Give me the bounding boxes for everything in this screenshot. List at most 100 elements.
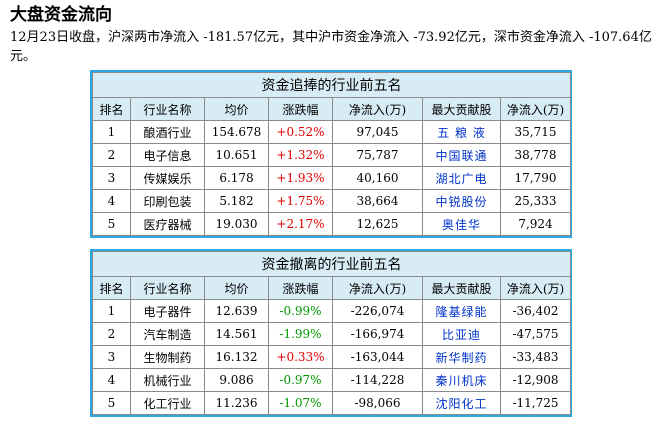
change-cell: +1.32% [268,143,333,167]
rank-cell: 2 [92,322,131,346]
top-outflow-table: 资金撤离的行业前五名 排名 行业名称 均价 涨跌幅 净流入(万) 最大贡献股 净… [91,251,572,415]
top-stock-link[interactable]: 中锐股份 [422,189,501,213]
industry-cell: 电子器件 [130,299,205,323]
col-header-price: 均价 [204,97,269,121]
stock-inflow-cell: 35,715 [499,120,572,144]
change-cell: +2.17% [268,212,333,236]
table-row: 1 酿酒行业 154.678 +0.52% 97,045 五 粮 液 35,71… [92,120,572,144]
table-caption: 资金追捧的行业前五名 [91,72,572,98]
rank-cell: 5 [92,391,131,415]
rank-cell: 4 [92,368,131,392]
table-row: 5 医疗器械 19.030 +2.17% 12,625 奥佳华 7,924 [92,212,572,236]
stock-inflow-cell: 25,333 [499,189,572,213]
change-cell: -0.99% [268,299,333,323]
top-stock-link[interactable]: 湖北广电 [422,166,501,190]
col-header-top-stock: 最大贡献股 [422,97,501,121]
stock-inflow-cell: -33,483 [499,345,572,369]
rank-cell: 2 [92,143,131,167]
top-stock-link[interactable]: 新华制药 [422,345,501,369]
inflow-cell: -166,974 [332,322,423,346]
top-stock-link[interactable]: 秦川机床 [422,368,501,392]
industry-cell: 传媒娱乐 [130,166,205,190]
industry-cell: 生物制药 [130,345,205,369]
industry-cell: 化工行业 [130,391,205,415]
table-row: 5 化工行业 11.236 -1.07% -98,066 沈阳化工 -11,72… [92,391,572,415]
top-stock-link[interactable]: 五 粮 液 [422,120,501,144]
stock-inflow-cell: 38,778 [499,143,572,167]
stock-inflow-cell: -11,725 [499,391,572,415]
top-inflow-table: 资金追捧的行业前五名 排名 行业名称 均价 涨跌幅 净流入(万) 最大贡献股 净… [91,72,572,236]
page-title: 大盘资金流向 [10,5,112,25]
inflow-cell: 12,625 [332,212,423,236]
stock-inflow-cell: -36,402 [499,299,572,323]
stock-inflow-cell: 17,790 [499,166,572,190]
inflow-cell: 97,045 [332,120,423,144]
price-cell: 19.030 [204,212,269,236]
col-header-change: 涨跌幅 [268,97,333,121]
change-cell: +1.75% [268,189,333,213]
change-cell: +0.52% [268,120,333,144]
market-summary: 12月23日收盘，沪深两市净流入 -181.57亿元，其中沪市资金净流入 -73… [10,30,652,64]
rank-cell: 1 [92,299,131,323]
change-cell: +0.33% [268,345,333,369]
top-stock-link[interactable]: 比亚迪 [422,322,501,346]
col-header-change: 涨跌幅 [268,276,333,300]
table-row: 3 传媒娱乐 6.178 +1.93% 40,160 湖北广电 17,790 [92,166,572,190]
price-cell: 10.651 [204,143,269,167]
price-cell: 5.182 [204,189,269,213]
rank-cell: 4 [92,189,131,213]
col-header-industry: 行业名称 [130,97,205,121]
rank-cell: 3 [92,166,131,190]
price-cell: 9.086 [204,368,269,392]
table-row: 2 电子信息 10.651 +1.32% 75,787 中国联通 38,778 [92,143,572,167]
top-stock-link[interactable]: 隆基绿能 [422,299,501,323]
top-outflow-panel: 资金撤离的行业前五名 排名 行业名称 均价 涨跌幅 净流入(万) 最大贡献股 净… [90,249,572,417]
col-header-top-stock: 最大贡献股 [422,276,501,300]
stock-inflow-cell: -47,575 [499,322,572,346]
table-row: 2 汽车制造 14.561 -1.99% -166,974 比亚迪 -47,57… [92,322,572,346]
col-header-inflow: 净流入(万) [332,276,423,300]
table-caption: 资金撤离的行业前五名 [91,251,572,277]
stock-inflow-cell: 7,924 [499,212,572,236]
table-row: 4 机械行业 9.086 -0.97% -114,228 秦川机床 -12,90… [92,368,572,392]
top-stock-link[interactable]: 奥佳华 [422,212,501,236]
table-row: 4 印刷包装 5.182 +1.75% 38,664 中锐股份 25,333 [92,189,572,213]
inflow-cell: 38,664 [332,189,423,213]
col-header-rank: 排名 [92,276,131,300]
price-cell: 16.132 [204,345,269,369]
industry-cell: 电子信息 [130,143,205,167]
top-inflow-panel: 资金追捧的行业前五名 排名 行业名称 均价 涨跌幅 净流入(万) 最大贡献股 净… [90,70,572,238]
industry-cell: 汽车制造 [130,322,205,346]
col-header-stock-inflow: 净流入(万) [499,97,572,121]
industry-cell: 印刷包装 [130,189,205,213]
col-header-price: 均价 [204,276,269,300]
price-cell: 6.178 [204,166,269,190]
industry-cell: 医疗器械 [130,212,205,236]
industry-cell: 酿酒行业 [130,120,205,144]
inflow-cell: -163,044 [332,345,423,369]
price-cell: 154.678 [204,120,269,144]
col-header-stock-inflow: 净流入(万) [499,276,572,300]
inflow-cell: -98,066 [332,391,423,415]
rank-cell: 3 [92,345,131,369]
col-header-industry: 行业名称 [130,276,205,300]
col-header-inflow: 净流入(万) [332,97,423,121]
inflow-cell: -114,228 [332,368,423,392]
change-cell: +1.93% [268,166,333,190]
rank-cell: 5 [92,212,131,236]
price-cell: 14.561 [204,322,269,346]
table-row: 3 生物制药 16.132 +0.33% -163,044 新华制药 -33,4… [92,345,572,369]
inflow-cell: 40,160 [332,166,423,190]
inflow-cell: 75,787 [332,143,423,167]
industry-cell: 机械行业 [130,368,205,392]
stock-inflow-cell: -12,908 [499,368,572,392]
inflow-cell: -226,074 [332,299,423,323]
top-stock-link[interactable]: 中国联通 [422,143,501,167]
price-cell: 11.236 [204,391,269,415]
price-cell: 12.639 [204,299,269,323]
top-stock-link[interactable]: 沈阳化工 [422,391,501,415]
col-header-rank: 排名 [92,97,131,121]
change-cell: -0.97% [268,368,333,392]
rank-cell: 1 [92,120,131,144]
change-cell: -1.07% [268,391,333,415]
